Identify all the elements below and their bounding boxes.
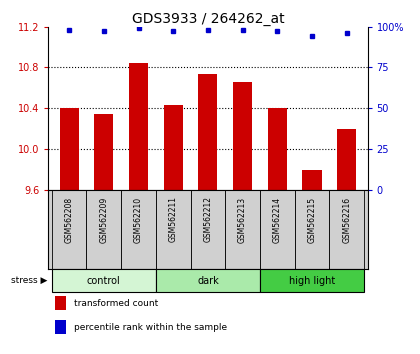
Text: percentile rank within the sample: percentile rank within the sample	[74, 322, 227, 332]
Bar	[87, 190, 121, 269]
Bar	[268, 108, 287, 190]
Bar	[129, 63, 148, 190]
Bar	[55, 320, 66, 334]
Text: GSM562210: GSM562210	[134, 196, 143, 242]
Bar	[198, 74, 218, 190]
Bar	[156, 190, 191, 269]
Text: control: control	[87, 276, 121, 286]
Bar	[52, 190, 87, 269]
Bar	[302, 170, 322, 190]
Bar	[233, 82, 252, 190]
Bar	[60, 108, 79, 190]
Bar	[156, 269, 260, 292]
Bar	[55, 296, 66, 310]
Bar	[191, 190, 225, 269]
Bar	[329, 190, 364, 269]
Text: GSM562212: GSM562212	[203, 196, 213, 242]
Bar	[337, 129, 356, 190]
Text: GSM562209: GSM562209	[99, 196, 108, 242]
Text: GSM562211: GSM562211	[169, 196, 178, 242]
Bar	[94, 114, 113, 190]
Text: GSM562208: GSM562208	[65, 196, 73, 242]
Text: stress ▶: stress ▶	[11, 276, 47, 285]
Title: GDS3933 / 264262_at: GDS3933 / 264262_at	[131, 12, 284, 25]
Text: GSM562214: GSM562214	[273, 196, 282, 242]
Bar	[225, 190, 260, 269]
Text: GSM562215: GSM562215	[307, 196, 317, 242]
Text: GSM562216: GSM562216	[342, 196, 351, 242]
Bar	[260, 269, 364, 292]
Text: transformed count: transformed count	[74, 299, 158, 308]
Bar	[260, 190, 295, 269]
Bar	[52, 269, 156, 292]
Text: dark: dark	[197, 276, 219, 286]
Bar	[164, 105, 183, 190]
Bar	[295, 190, 329, 269]
Text: high light: high light	[289, 276, 335, 286]
Text: GSM562213: GSM562213	[238, 196, 247, 242]
Bar	[121, 190, 156, 269]
